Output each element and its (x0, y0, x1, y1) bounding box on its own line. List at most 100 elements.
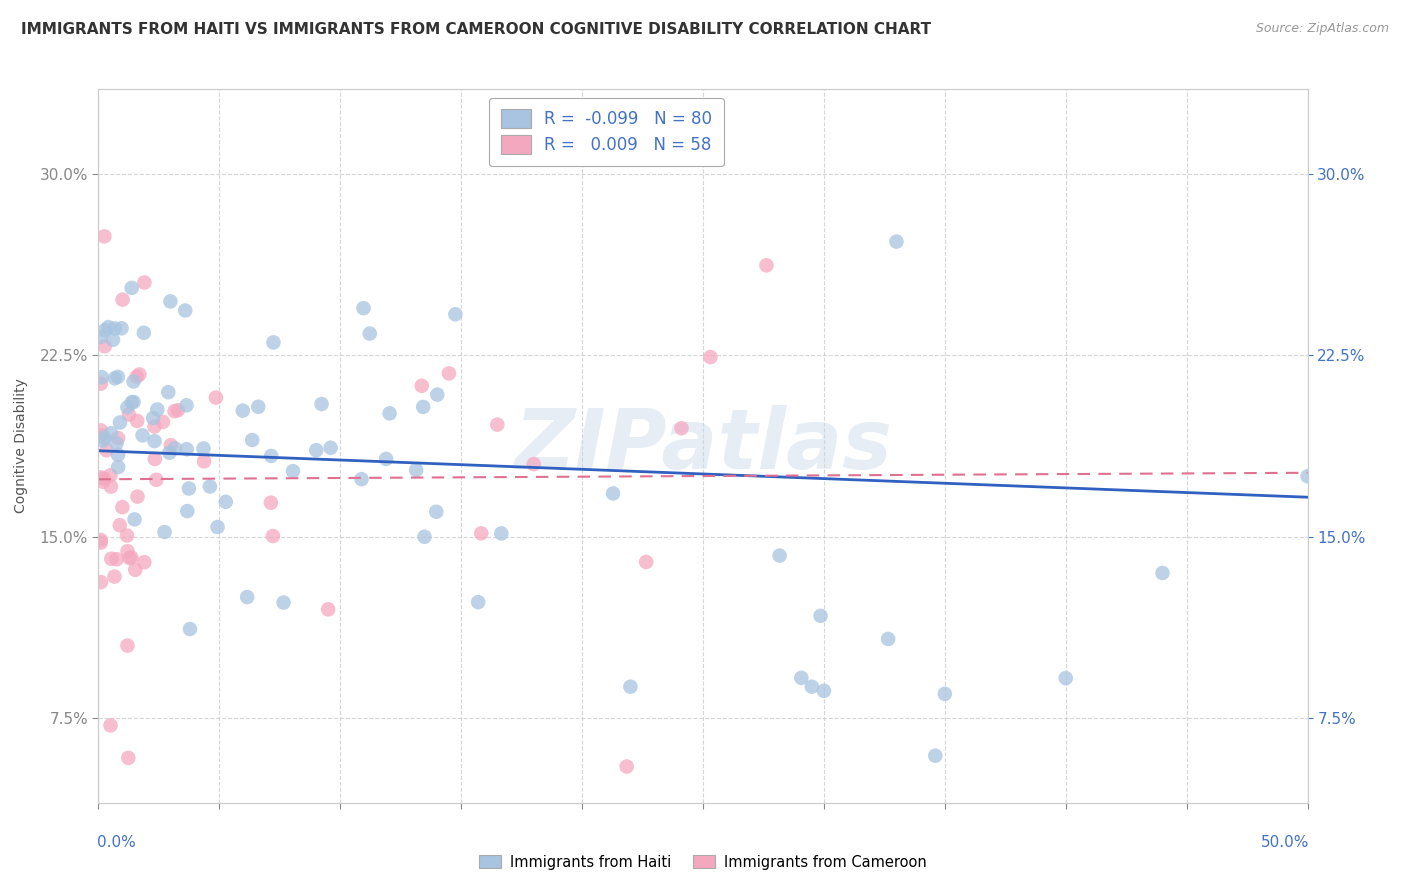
Point (405, 463, 427, 477)
Point (111, 293, 134, 307)
Point (108, 416, 131, 430)
Text: 50.0%: 50.0% (1260, 835, 1309, 850)
Point (90, 428, 112, 442)
Point (100, 551, 122, 566)
Point (152, 415, 174, 429)
Point (132, 326, 155, 340)
Point (636, 555, 658, 569)
Point (90, 423, 112, 437)
Point (411, 379, 433, 393)
Point (157, 385, 180, 400)
Point (260, 496, 283, 510)
Point (105, 552, 128, 566)
Point (125, 369, 148, 384)
Point (491, 526, 513, 541)
Point (90, 370, 112, 384)
Point (153, 524, 176, 539)
Point (810, 608, 832, 623)
Point (100, 468, 122, 483)
Point (176, 504, 198, 518)
Point (177, 482, 200, 496)
Point (232, 403, 254, 417)
Point (236, 590, 259, 604)
Point (143, 434, 166, 449)
Point (122, 395, 145, 409)
Point (117, 751, 139, 765)
Point (444, 307, 467, 321)
Point (107, 370, 129, 384)
Point (117, 544, 139, 558)
Point (886, 235, 908, 249)
Point (91, 475, 114, 489)
Point (426, 387, 449, 401)
Point (159, 446, 181, 460)
Point (143, 452, 166, 467)
Point (118, 551, 141, 566)
Text: ZIPatlas: ZIPatlas (515, 406, 891, 486)
Point (319, 441, 342, 455)
Point (193, 454, 215, 468)
Point (413, 530, 436, 544)
Point (159, 438, 181, 452)
Point (93, 472, 115, 486)
Point (193, 442, 215, 456)
Point (127, 490, 149, 504)
Point (115, 528, 138, 542)
Point (619, 680, 641, 694)
Point (159, 294, 181, 309)
Point (118, 408, 141, 422)
Point (800, 680, 823, 694)
Point (124, 563, 146, 577)
Point (94, 323, 117, 337)
Point (205, 391, 228, 405)
Point (103, 569, 125, 583)
Point (166, 403, 188, 417)
Point (107, 448, 129, 462)
Point (90, 533, 112, 547)
Point (813, 683, 835, 698)
Point (378, 406, 401, 420)
Point (1054, 671, 1077, 685)
Point (179, 622, 201, 636)
Point (934, 687, 956, 701)
Point (90, 575, 112, 590)
Point (117, 401, 139, 415)
Point (602, 486, 624, 500)
Point (316, 602, 339, 616)
Point (198, 479, 221, 493)
Point (412, 400, 434, 414)
Point (215, 495, 238, 509)
Point (110, 321, 132, 335)
Point (671, 421, 693, 435)
Point (105, 436, 128, 450)
Point (128, 368, 150, 382)
Point (107, 431, 129, 445)
Point (101, 333, 124, 347)
Point (523, 457, 546, 471)
Point (790, 671, 813, 685)
Point (262, 529, 284, 543)
Point (755, 258, 778, 272)
Point (134, 276, 156, 290)
Point (163, 442, 186, 456)
Point (305, 443, 328, 458)
Point (924, 748, 946, 763)
Point (425, 505, 447, 519)
Point (207, 520, 229, 534)
Point (93, 431, 115, 445)
Y-axis label: Cognitive Disability: Cognitive Disability (14, 378, 28, 514)
Point (163, 404, 186, 418)
Point (699, 350, 721, 364)
Point (247, 400, 270, 414)
Point (100, 426, 122, 441)
Point (1152, 566, 1174, 580)
Point (93, 229, 115, 244)
Point (120, 550, 142, 565)
Point (359, 326, 381, 341)
Text: IMMIGRANTS FROM HAITI VS IMMIGRANTS FROM CAMEROON COGNITIVE DISABILITY CORRELATI: IMMIGRANTS FROM HAITI VS IMMIGRANTS FROM… (21, 22, 931, 37)
Point (108, 518, 131, 533)
Point (121, 281, 143, 295)
Point (142, 411, 165, 425)
Point (124, 512, 146, 526)
Point (176, 442, 198, 457)
